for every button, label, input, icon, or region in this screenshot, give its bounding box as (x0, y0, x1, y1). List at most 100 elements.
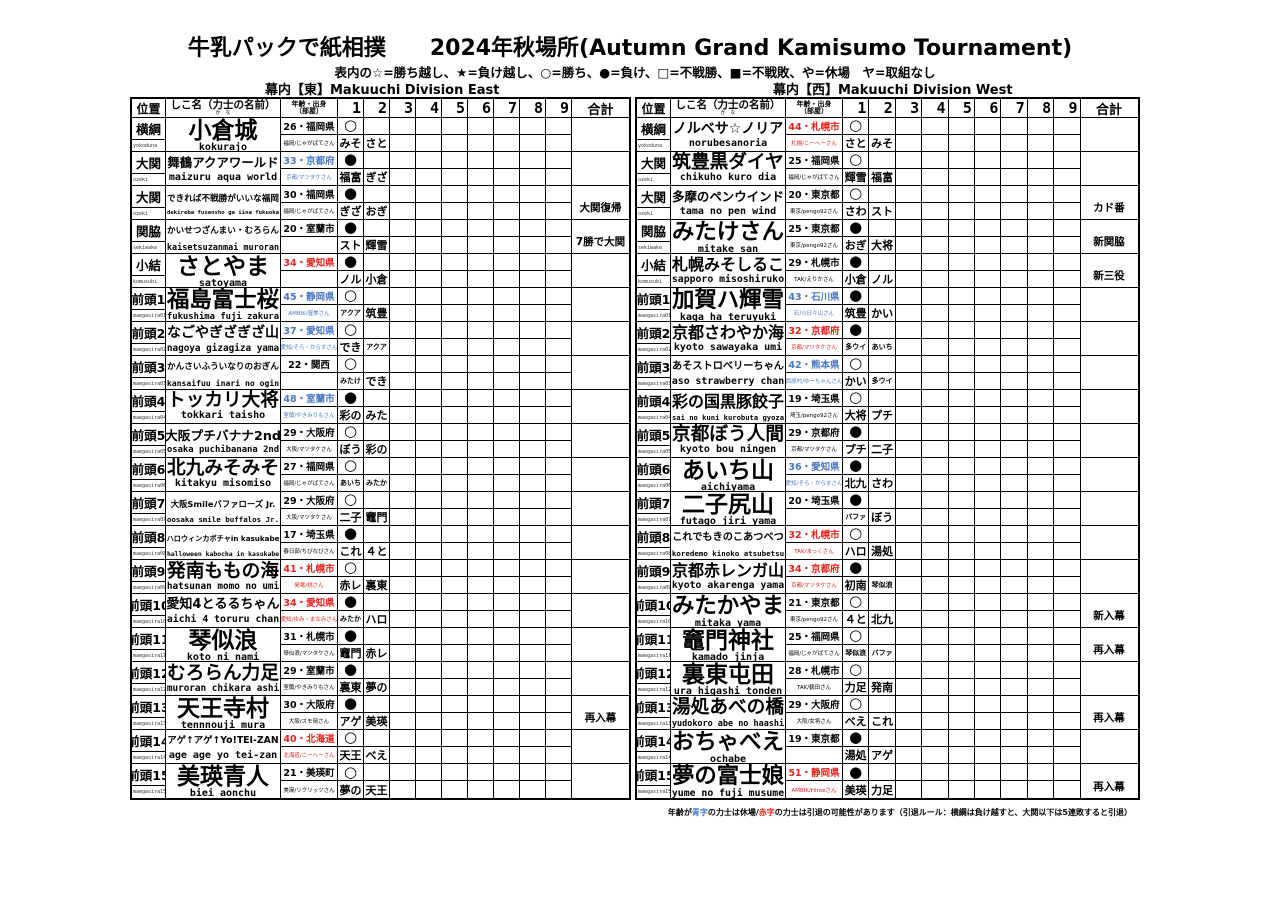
bout-day-6[interactable] (468, 492, 494, 525)
bout-day-5[interactable] (442, 390, 468, 423)
bout-day-6[interactable] (468, 696, 494, 729)
bout-day-4[interactable] (922, 118, 949, 151)
bout-day-5[interactable] (948, 152, 975, 185)
bout-day-3[interactable] (895, 492, 923, 525)
bout-day-5[interactable] (442, 662, 468, 695)
bout-day-7[interactable] (1001, 220, 1028, 253)
bout-day-7[interactable] (1001, 288, 1028, 321)
bout-day-8[interactable] (1027, 458, 1055, 491)
bout-day-8[interactable] (520, 696, 546, 729)
bout-day-1[interactable]: ○ ハロ (843, 526, 870, 559)
bout-day-7[interactable] (1001, 390, 1028, 423)
bout-day-4[interactable] (416, 288, 442, 321)
bout-day-9[interactable] (546, 662, 572, 695)
bout-day-4[interactable] (922, 526, 949, 559)
bout-day-7[interactable] (494, 424, 520, 457)
bout-day-9[interactable] (1054, 526, 1081, 559)
bout-day-5[interactable] (442, 186, 468, 219)
bout-day-9[interactable] (546, 118, 572, 151)
bout-day-8[interactable] (520, 356, 546, 389)
bout-day-1[interactable]: ● これ (338, 526, 364, 559)
bout-day-4[interactable] (416, 764, 442, 798)
bout-day-8[interactable] (520, 288, 546, 321)
bout-day-5[interactable] (948, 254, 975, 287)
bout-day-6[interactable] (468, 254, 494, 287)
bout-day-3[interactable] (390, 458, 416, 491)
bout-day-3[interactable] (390, 764, 416, 798)
bout-day-1[interactable]: ○ 琴似浪 (843, 628, 870, 661)
bout-day-4[interactable] (416, 390, 442, 423)
bout-day-2[interactable]: 彩の (364, 424, 390, 457)
bout-day-5[interactable] (442, 492, 468, 525)
bout-day-2[interactable]: みた (364, 390, 390, 423)
bout-day-9[interactable] (1054, 152, 1081, 185)
bout-day-1[interactable]: ○ でき (338, 322, 364, 355)
bout-day-1[interactable]: ● 小倉 (843, 254, 870, 287)
bout-day-4[interactable] (922, 220, 949, 253)
bout-day-1[interactable]: ○ あいち (338, 458, 364, 491)
bout-day-2[interactable]: アクア (364, 322, 390, 355)
bout-day-2[interactable]: 琴似浪 (869, 560, 896, 593)
bout-day-2[interactable]: あいち (869, 322, 896, 355)
bout-day-3[interactable] (895, 560, 923, 593)
bout-day-1[interactable]: ○ かい (843, 356, 870, 389)
bout-day-8[interactable] (1027, 662, 1055, 695)
bout-day-1[interactable]: ○ べえ (843, 696, 870, 729)
bout-day-7[interactable] (1001, 458, 1028, 491)
bout-day-2[interactable]: これ (869, 696, 896, 729)
bout-day-6[interactable] (468, 118, 494, 151)
bout-day-3[interactable] (895, 390, 923, 423)
bout-day-1[interactable]: ○ 力足 (843, 662, 870, 695)
bout-day-3[interactable] (895, 220, 923, 253)
bout-day-4[interactable] (416, 560, 442, 593)
bout-day-9[interactable] (1054, 492, 1081, 525)
bout-day-4[interactable] (416, 662, 442, 695)
bout-day-7[interactable] (494, 118, 520, 151)
bout-day-8[interactable] (520, 764, 546, 798)
bout-day-8[interactable] (1027, 696, 1055, 729)
bout-day-3[interactable] (390, 526, 416, 559)
bout-day-7[interactable] (494, 628, 520, 661)
bout-day-8[interactable] (520, 458, 546, 491)
bout-day-8[interactable] (520, 492, 546, 525)
bout-day-7[interactable] (494, 662, 520, 695)
bout-day-2[interactable]: 大将 (869, 220, 896, 253)
bout-day-7[interactable] (1001, 152, 1028, 185)
bout-day-6[interactable] (974, 560, 1002, 593)
bout-day-4[interactable] (922, 594, 949, 627)
bout-day-7[interactable] (1001, 696, 1028, 729)
bout-day-2[interactable]: 力足 (869, 764, 896, 798)
bout-day-9[interactable] (546, 526, 572, 559)
bout-day-4[interactable] (416, 492, 442, 525)
bout-day-1[interactable]: ○ 輝雪 (843, 152, 870, 185)
bout-day-2[interactable]: べえ (364, 730, 390, 763)
bout-day-7[interactable] (1001, 764, 1028, 798)
bout-day-6[interactable] (468, 730, 494, 763)
bout-day-4[interactable] (922, 560, 949, 593)
bout-day-5[interactable] (948, 356, 975, 389)
bout-day-4[interactable] (922, 424, 949, 457)
bout-day-6[interactable] (468, 628, 494, 661)
bout-day-6[interactable] (468, 662, 494, 695)
bout-day-7[interactable] (1001, 662, 1028, 695)
bout-day-7[interactable] (494, 288, 520, 321)
bout-day-8[interactable] (1027, 356, 1055, 389)
bout-day-4[interactable] (922, 322, 949, 355)
bout-day-5[interactable] (948, 696, 975, 729)
bout-day-4[interactable] (922, 288, 949, 321)
bout-day-9[interactable] (546, 186, 572, 219)
bout-day-6[interactable] (974, 390, 1002, 423)
bout-day-1[interactable]: ○ 二子 (338, 492, 364, 525)
bout-day-3[interactable] (895, 152, 923, 185)
bout-day-3[interactable] (390, 288, 416, 321)
bout-day-7[interactable] (1001, 560, 1028, 593)
bout-day-7[interactable] (1001, 186, 1028, 219)
bout-day-6[interactable] (468, 390, 494, 423)
bout-day-9[interactable] (1054, 696, 1081, 729)
bout-day-4[interactable] (416, 526, 442, 559)
bout-day-4[interactable] (922, 356, 949, 389)
bout-day-9[interactable] (1054, 764, 1081, 798)
bout-day-9[interactable] (546, 424, 572, 457)
bout-day-7[interactable] (494, 764, 520, 798)
bout-day-8[interactable] (520, 186, 546, 219)
